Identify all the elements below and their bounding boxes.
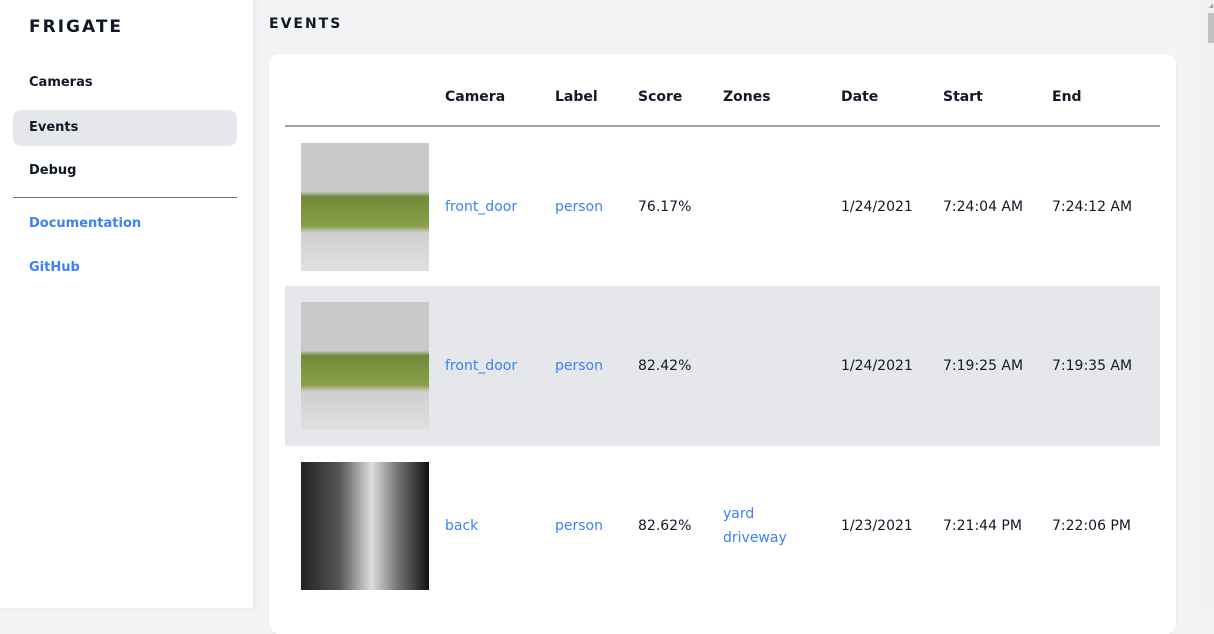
event-thumbnail[interactable] [301, 302, 429, 430]
scrollbar-thumb[interactable] [1208, 13, 1214, 43]
header-camera: Camera [445, 54, 555, 127]
table-row[interactable]: back person 82.62% yard driveway 1/23/202… [285, 446, 1160, 606]
sidebar-item-cameras[interactable]: Cameras [29, 75, 93, 90]
label-link[interactable]: person [555, 358, 603, 374]
end-cell: 7:24:12 AM [1052, 198, 1133, 215]
date-cell: 1/24/2021 [841, 286, 943, 446]
events-card: Camera Label Score Zones Date Start End … [269, 54, 1176, 634]
zones-cell [723, 286, 841, 446]
sidebar-link-documentation[interactable]: Documentation [29, 216, 142, 231]
event-thumbnail[interactable] [301, 462, 429, 590]
event-thumbnail[interactable] [301, 142, 429, 271]
thumbnail-cell [285, 126, 445, 286]
start-cell: 7:24:04 AM [943, 198, 1024, 215]
header-end: End [1052, 54, 1160, 127]
header-thumbnail [285, 54, 445, 127]
table-row[interactable]: front_door person 76.17% 1/24/2021 7:24:… [285, 126, 1160, 286]
header-date: Date [841, 54, 943, 127]
sidebar-item-debug[interactable]: Debug [29, 163, 77, 178]
date-cell: 1/24/2021 [841, 198, 913, 215]
camera-link[interactable]: front_door [445, 198, 518, 215]
zones-cell [723, 126, 841, 286]
scrollbar[interactable] [1200, 0, 1214, 608]
page-title: EVENTS [269, 16, 343, 32]
app-logo: FRIGATE [29, 17, 124, 37]
scroll-up-arrow-icon[interactable] [1209, 3, 1213, 8]
camera-link[interactable]: back [445, 518, 479, 534]
score-cell: 82.42% [638, 286, 723, 446]
sidebar: FRIGATE Cameras Events Debug Documentati… [0, 0, 253, 608]
thumbnail-cell [285, 446, 445, 606]
label-link[interactable]: person [555, 518, 603, 534]
zone-link[interactable]: driveway [723, 530, 787, 546]
header-score: Score [638, 54, 723, 127]
header-zones: Zones [723, 54, 841, 127]
zones-cell: yard driveway [723, 446, 841, 606]
score-cell: 76.17% [638, 198, 692, 215]
events-table: Camera Label Score Zones Date Start End … [285, 54, 1160, 606]
start-cell: 7:19:25 AM [943, 286, 1052, 446]
end-cell: 7:22:06 PM [1052, 518, 1131, 534]
table-row[interactable]: front_door person 82.42% 1/24/2021 7:19:… [285, 286, 1160, 446]
sidebar-item-events[interactable]: Events [13, 110, 237, 146]
header-label: Label [555, 54, 638, 127]
label-link[interactable]: person [555, 198, 603, 215]
score-cell: 82.62% [638, 518, 692, 534]
header-start: Start [943, 54, 1052, 127]
end-cell: 7:19:35 AM [1052, 286, 1160, 446]
start-cell: 7:21:44 PM [943, 518, 1022, 534]
thumbnail-cell [285, 286, 445, 446]
date-cell: 1/23/2021 [841, 518, 913, 534]
sidebar-divider [13, 197, 237, 198]
zone-link[interactable]: yard [723, 506, 755, 522]
sidebar-link-github[interactable]: GitHub [29, 260, 80, 275]
table-header-row: Camera Label Score Zones Date Start End [285, 54, 1160, 127]
camera-link[interactable]: front_door [445, 358, 518, 374]
